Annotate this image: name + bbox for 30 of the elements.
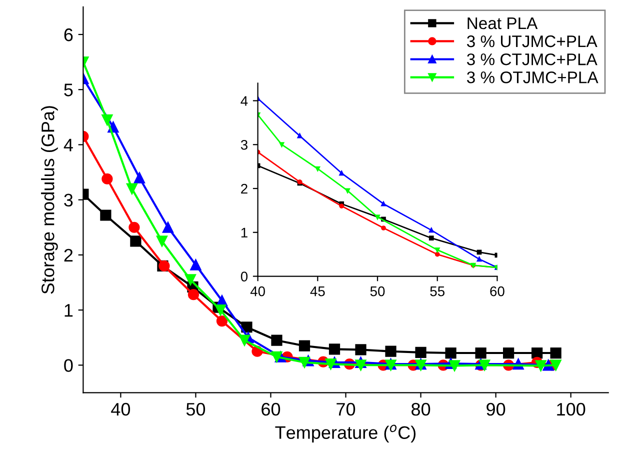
x-tick-label: 40	[111, 402, 130, 416]
x-tick-label: 100	[557, 402, 586, 416]
y-tick-label: 3	[64, 194, 73, 207]
legend-label: 3 % CTJMC+PLA	[466, 53, 598, 66]
x-tick-label: 70	[336, 402, 356, 416]
y-tick-label: 1	[64, 304, 73, 317]
legend-label: 3 % OTJMC+PLA	[466, 71, 598, 84]
x-tick-label: 55	[430, 286, 444, 296]
x-tick-label: 80	[412, 402, 430, 416]
y-tick-label: 0	[240, 272, 248, 282]
y-tick-label: 2	[64, 248, 73, 262]
x-tick-label: 90	[486, 402, 506, 416]
x-axis-title: Temperature ($^{o}$C)	[275, 424, 416, 443]
legend-label: Neat PLA	[468, 18, 538, 30]
y-tick-label: 4	[240, 96, 248, 106]
y-tick-label: 2	[241, 184, 248, 194]
y-tick-label: 5	[64, 84, 73, 96]
x-tick-label: 50	[370, 286, 385, 296]
x-tick-label: 50	[186, 402, 206, 416]
x-tick-label: 45	[310, 286, 325, 296]
y-tick-label: 4	[64, 138, 73, 152]
x-tick-label: 60	[262, 402, 280, 416]
y-tick-label: 6	[64, 28, 73, 42]
y-tick-label: 1	[241, 228, 248, 238]
y-tick-label: 0	[64, 359, 73, 372]
y-axis-title: Storage modulus (GPa)	[41, 106, 58, 294]
legend-label: 3 % UTJMC+PLA	[466, 35, 598, 48]
x-tick-label: 40	[250, 286, 265, 296]
x-tick-label: 60	[490, 286, 504, 296]
y-tick-label: 3	[240, 140, 248, 150]
